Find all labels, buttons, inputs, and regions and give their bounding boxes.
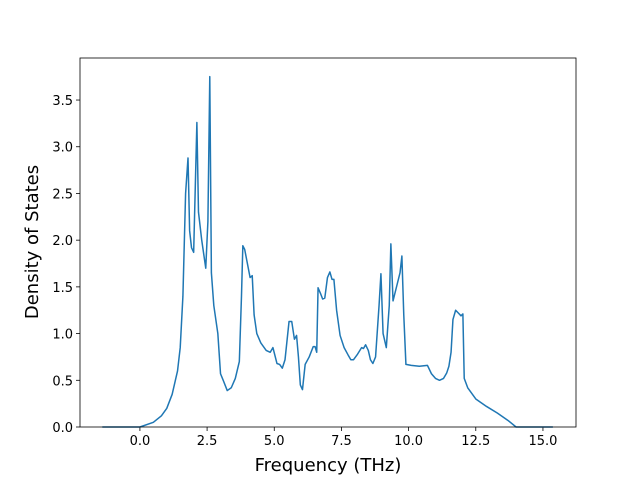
y-tick-label: 2.5	[52, 187, 73, 202]
plot-frame	[79, 57, 577, 428]
x-tick-label: 2.5	[197, 434, 218, 449]
x-tick-label: 12.5	[461, 434, 490, 449]
x-tick-label: 0.0	[130, 434, 151, 449]
x-axis-label: Frequency (THz)	[255, 455, 402, 476]
x-tick-label: 15.0	[528, 434, 557, 449]
y-tick-label: 3.0	[52, 141, 73, 156]
y-tick-label: 3.5	[52, 94, 73, 109]
y-axis-label: Density of States	[22, 165, 43, 319]
y-tick-label: 0.5	[52, 374, 73, 389]
data-line	[102, 75, 553, 428]
x-tick-label: 5.0	[264, 434, 285, 449]
x-tick-label: 10.0	[394, 434, 423, 449]
y-tick-label: 1.0	[52, 328, 73, 343]
x-tick-label: 7.5	[331, 434, 352, 449]
y-tick-label: 1.5	[52, 281, 73, 296]
y-tick-label: 0.0	[52, 421, 73, 436]
y-tick-label: 2.0	[52, 234, 73, 249]
